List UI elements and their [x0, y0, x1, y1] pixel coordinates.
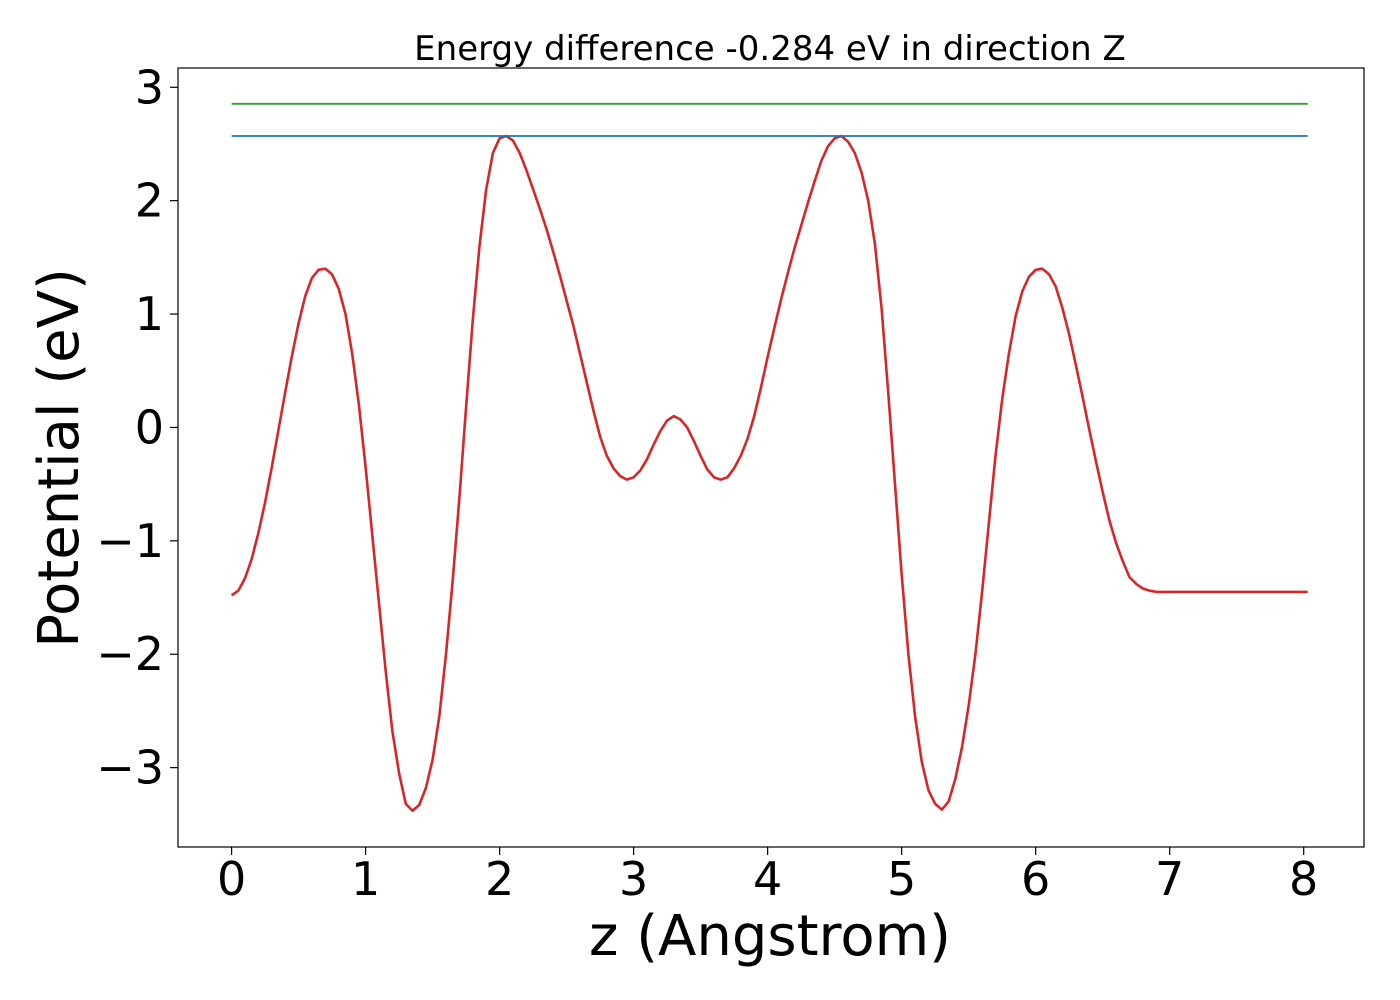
y-tick-label: 1: [135, 287, 164, 341]
x-tick-label: 7: [1155, 852, 1184, 906]
x-axis-label: z (Angstrom): [589, 904, 951, 969]
x-tick-label: 3: [619, 852, 648, 906]
x-tick-label: 4: [753, 852, 782, 906]
x-tick-label: 2: [485, 852, 514, 906]
y-tick-label: −3: [96, 741, 164, 795]
series-line: [230, 134, 1308, 813]
y-axis: 3 2 1 0 −1 −2 −3: [96, 60, 178, 795]
y-tick-label: 0: [135, 400, 164, 454]
plot-lines: [230, 102, 1308, 813]
x-tick-label: 1: [351, 852, 380, 906]
y-tick-label: −1: [96, 514, 164, 568]
y-tick-label: 3: [135, 60, 164, 114]
x-axis: 0 1 2 3 4 5 6 7 8: [217, 847, 1318, 906]
x-tick-label: 0: [217, 852, 246, 906]
y-axis-label: Potential (eV): [27, 268, 92, 648]
plot-frame: [177, 67, 1365, 848]
x-tick-label: 8: [1289, 852, 1318, 906]
y-tick-label: 2: [135, 174, 164, 228]
y-tick-label: −2: [96, 627, 164, 681]
x-tick-label: 6: [1021, 852, 1050, 906]
x-tick-label: 5: [887, 852, 916, 906]
chart-title: Energy difference -0.284 eV in direction…: [414, 29, 1126, 69]
